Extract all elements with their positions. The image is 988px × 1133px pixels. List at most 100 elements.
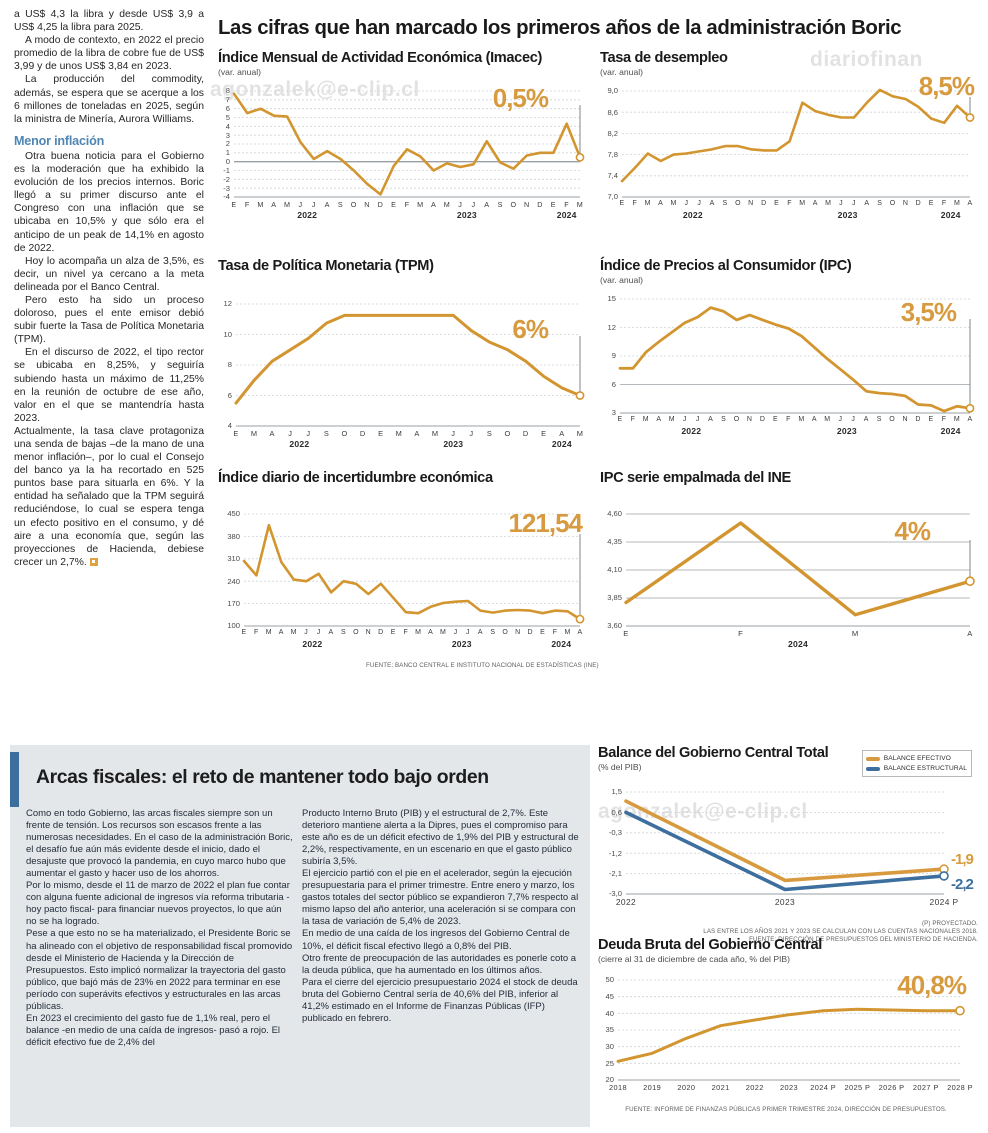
chart-svg bbox=[616, 979, 965, 1081]
fiscal-panel bbox=[10, 745, 590, 1127]
x-axis-tick: F bbox=[786, 416, 791, 423]
y-axis-tick: 6 bbox=[225, 104, 230, 114]
x-axis-tick: F bbox=[941, 416, 947, 423]
x-axis-tick: M bbox=[283, 200, 291, 209]
x-axis-tick: M bbox=[290, 629, 297, 636]
x-axis-tick: 2028 P bbox=[947, 1083, 973, 1092]
panel-paragraph: Como en todo Gobierno, las arcas fiscale… bbox=[26, 808, 293, 880]
x-axis-tick: D bbox=[377, 200, 384, 209]
x-axis-tick: A bbox=[812, 200, 818, 207]
y-axis-tick: 450 bbox=[227, 509, 240, 519]
x-axis-tick: J bbox=[471, 200, 476, 209]
y-axis-tick: 3,85 bbox=[607, 593, 622, 603]
x-axis-tick: 2024 P bbox=[929, 897, 959, 907]
x-axis-tick: F bbox=[404, 200, 410, 209]
chart-svg bbox=[234, 303, 585, 427]
y-axis-tick: 1 bbox=[225, 148, 230, 158]
chart-subtitle: (% del PIB) bbox=[598, 762, 642, 772]
x-axis-tick: M bbox=[250, 429, 258, 438]
x-axis-tick: M bbox=[415, 629, 422, 636]
x-axis-tick: M bbox=[824, 416, 831, 423]
x-axis-tick: D bbox=[537, 200, 543, 209]
x-axis-tick: A bbox=[269, 429, 275, 438]
y-axis-tick: 4,60 bbox=[607, 509, 622, 519]
chart-series-line bbox=[624, 799, 946, 883]
x-axis-year-label: 2024 bbox=[940, 210, 961, 220]
chart-end-marker bbox=[965, 403, 975, 413]
x-axis-tick: N bbox=[365, 629, 372, 636]
x-axis-tick: A bbox=[278, 629, 284, 636]
x-axis-tick: M bbox=[670, 200, 677, 207]
x-axis-tick: F bbox=[630, 416, 636, 423]
y-axis-tick: 7 bbox=[225, 95, 230, 105]
chart-plot-area: 1,5 0,6 -0,3 -1,2 -2,1 -3,0 2022 2023 2024 P -1,9… bbox=[598, 750, 980, 952]
x-axis-tick: 2019 bbox=[643, 1083, 662, 1092]
x-axis-tick: E bbox=[541, 429, 547, 438]
x-axis-tick: O bbox=[510, 200, 517, 209]
x-axis-tick: A bbox=[656, 416, 662, 423]
x-axis-tick: 2026 P bbox=[878, 1083, 905, 1092]
chart-title: Tasa de Política Monetaria (TPM) bbox=[218, 258, 434, 274]
x-axis-tick: M bbox=[851, 629, 859, 638]
chart-deuda: Deuda Bruta del Gobierno Central (cierre … bbox=[598, 937, 980, 1124]
panel-paragraph: Producto Interno Bruto (PIB) y el estruc… bbox=[302, 808, 579, 868]
chart-series-line bbox=[232, 92, 582, 196]
y-axis-tick: -4 bbox=[223, 192, 230, 202]
y-axis-tick: 310 bbox=[227, 554, 240, 564]
x-axis-tick: 2027 P bbox=[912, 1083, 939, 1092]
x-axis-tick: 2023 bbox=[779, 1083, 799, 1092]
y-axis-tick: 4,35 bbox=[607, 537, 622, 547]
x-axis-tick: M bbox=[953, 416, 961, 423]
chart-plot-area: 9,0 8,6 8,2 7,8 7,4 7,0 E F M A M J J A S O N D E F M A M J J A S O… bbox=[600, 73, 978, 229]
bottom-right-charts: Balance del Gobierno Central Total (% del… bbox=[598, 745, 980, 1133]
y-axis-tick: -2,1 bbox=[608, 869, 622, 878]
legend-item: BALANCE EFECTIVO bbox=[865, 754, 967, 763]
x-axis-year-label: 2024 bbox=[940, 426, 961, 436]
x-axis-tick: A bbox=[324, 200, 330, 209]
y-axis-tick: -1 bbox=[223, 165, 230, 175]
x-axis-tick: N bbox=[746, 416, 753, 423]
x-axis-tick: M bbox=[642, 416, 649, 423]
panel-paragraph: En medio de una caída de los ingresos de… bbox=[302, 928, 570, 952]
chart-title: Balance del Gobierno Central Total bbox=[598, 745, 829, 761]
article-paragraph: A modo de contexto, en 2022 el precio pr… bbox=[14, 35, 204, 73]
x-axis-year-label: 2024 bbox=[788, 639, 808, 649]
chart-title: Índice diario de incertidumbre económica bbox=[218, 470, 493, 486]
x-axis-tick: A bbox=[477, 629, 483, 636]
chart-source: FUENTE: INFORME DE FINANZAS PÚBLICAS PRI… bbox=[625, 1106, 947, 1113]
chart-incertidumbre: Índice diario de incertidumbre económica… bbox=[218, 470, 588, 658]
y-axis-tick: 380 bbox=[227, 531, 240, 541]
x-axis-tick: M bbox=[417, 200, 424, 209]
x-axis-tick: S bbox=[876, 416, 882, 423]
x-axis-tick: 2018 bbox=[608, 1083, 628, 1092]
x-axis-tick: S bbox=[721, 416, 727, 423]
x-axis-tick: F bbox=[552, 629, 558, 636]
x-axis-tick: E bbox=[550, 200, 556, 209]
x-axis-tick: F bbox=[564, 200, 570, 209]
x-axis-tick: E bbox=[540, 629, 546, 636]
x-axis-tick: N bbox=[515, 629, 521, 636]
article-paragraph: Pero esto ha sido un proceso doloroso, p… bbox=[14, 294, 204, 346]
x-axis-tick: D bbox=[759, 416, 766, 423]
x-axis-tick: A bbox=[577, 629, 583, 636]
x-axis-tick: 2022 bbox=[615, 897, 637, 907]
x-axis-tick: A bbox=[484, 200, 490, 209]
x-axis-tick: S bbox=[490, 629, 496, 636]
chart-note: (P) PROYECTADO. bbox=[921, 920, 978, 927]
y-axis-tick: 35 bbox=[605, 1025, 614, 1035]
x-axis-tick: F bbox=[941, 200, 947, 207]
x-axis-tick: M bbox=[265, 629, 272, 636]
x-axis-tick: 2025 P bbox=[844, 1083, 871, 1092]
chart-subtitle: (var. anual) bbox=[600, 67, 643, 77]
x-axis-tick: M bbox=[668, 416, 675, 423]
x-axis-tick: S bbox=[497, 200, 503, 209]
x-axis-tick: O bbox=[733, 416, 740, 423]
x-axis-tick: E bbox=[241, 629, 247, 636]
x-axis-tick: A bbox=[430, 200, 437, 209]
x-axis-year-label: 2024 bbox=[551, 639, 572, 649]
chart-series-line bbox=[242, 523, 582, 621]
x-axis-tick: F bbox=[403, 629, 409, 636]
chart-subtitle: (var. anual) bbox=[218, 67, 261, 77]
x-axis-year-label: 2023 bbox=[837, 210, 858, 220]
x-axis-tick: D bbox=[527, 629, 533, 636]
